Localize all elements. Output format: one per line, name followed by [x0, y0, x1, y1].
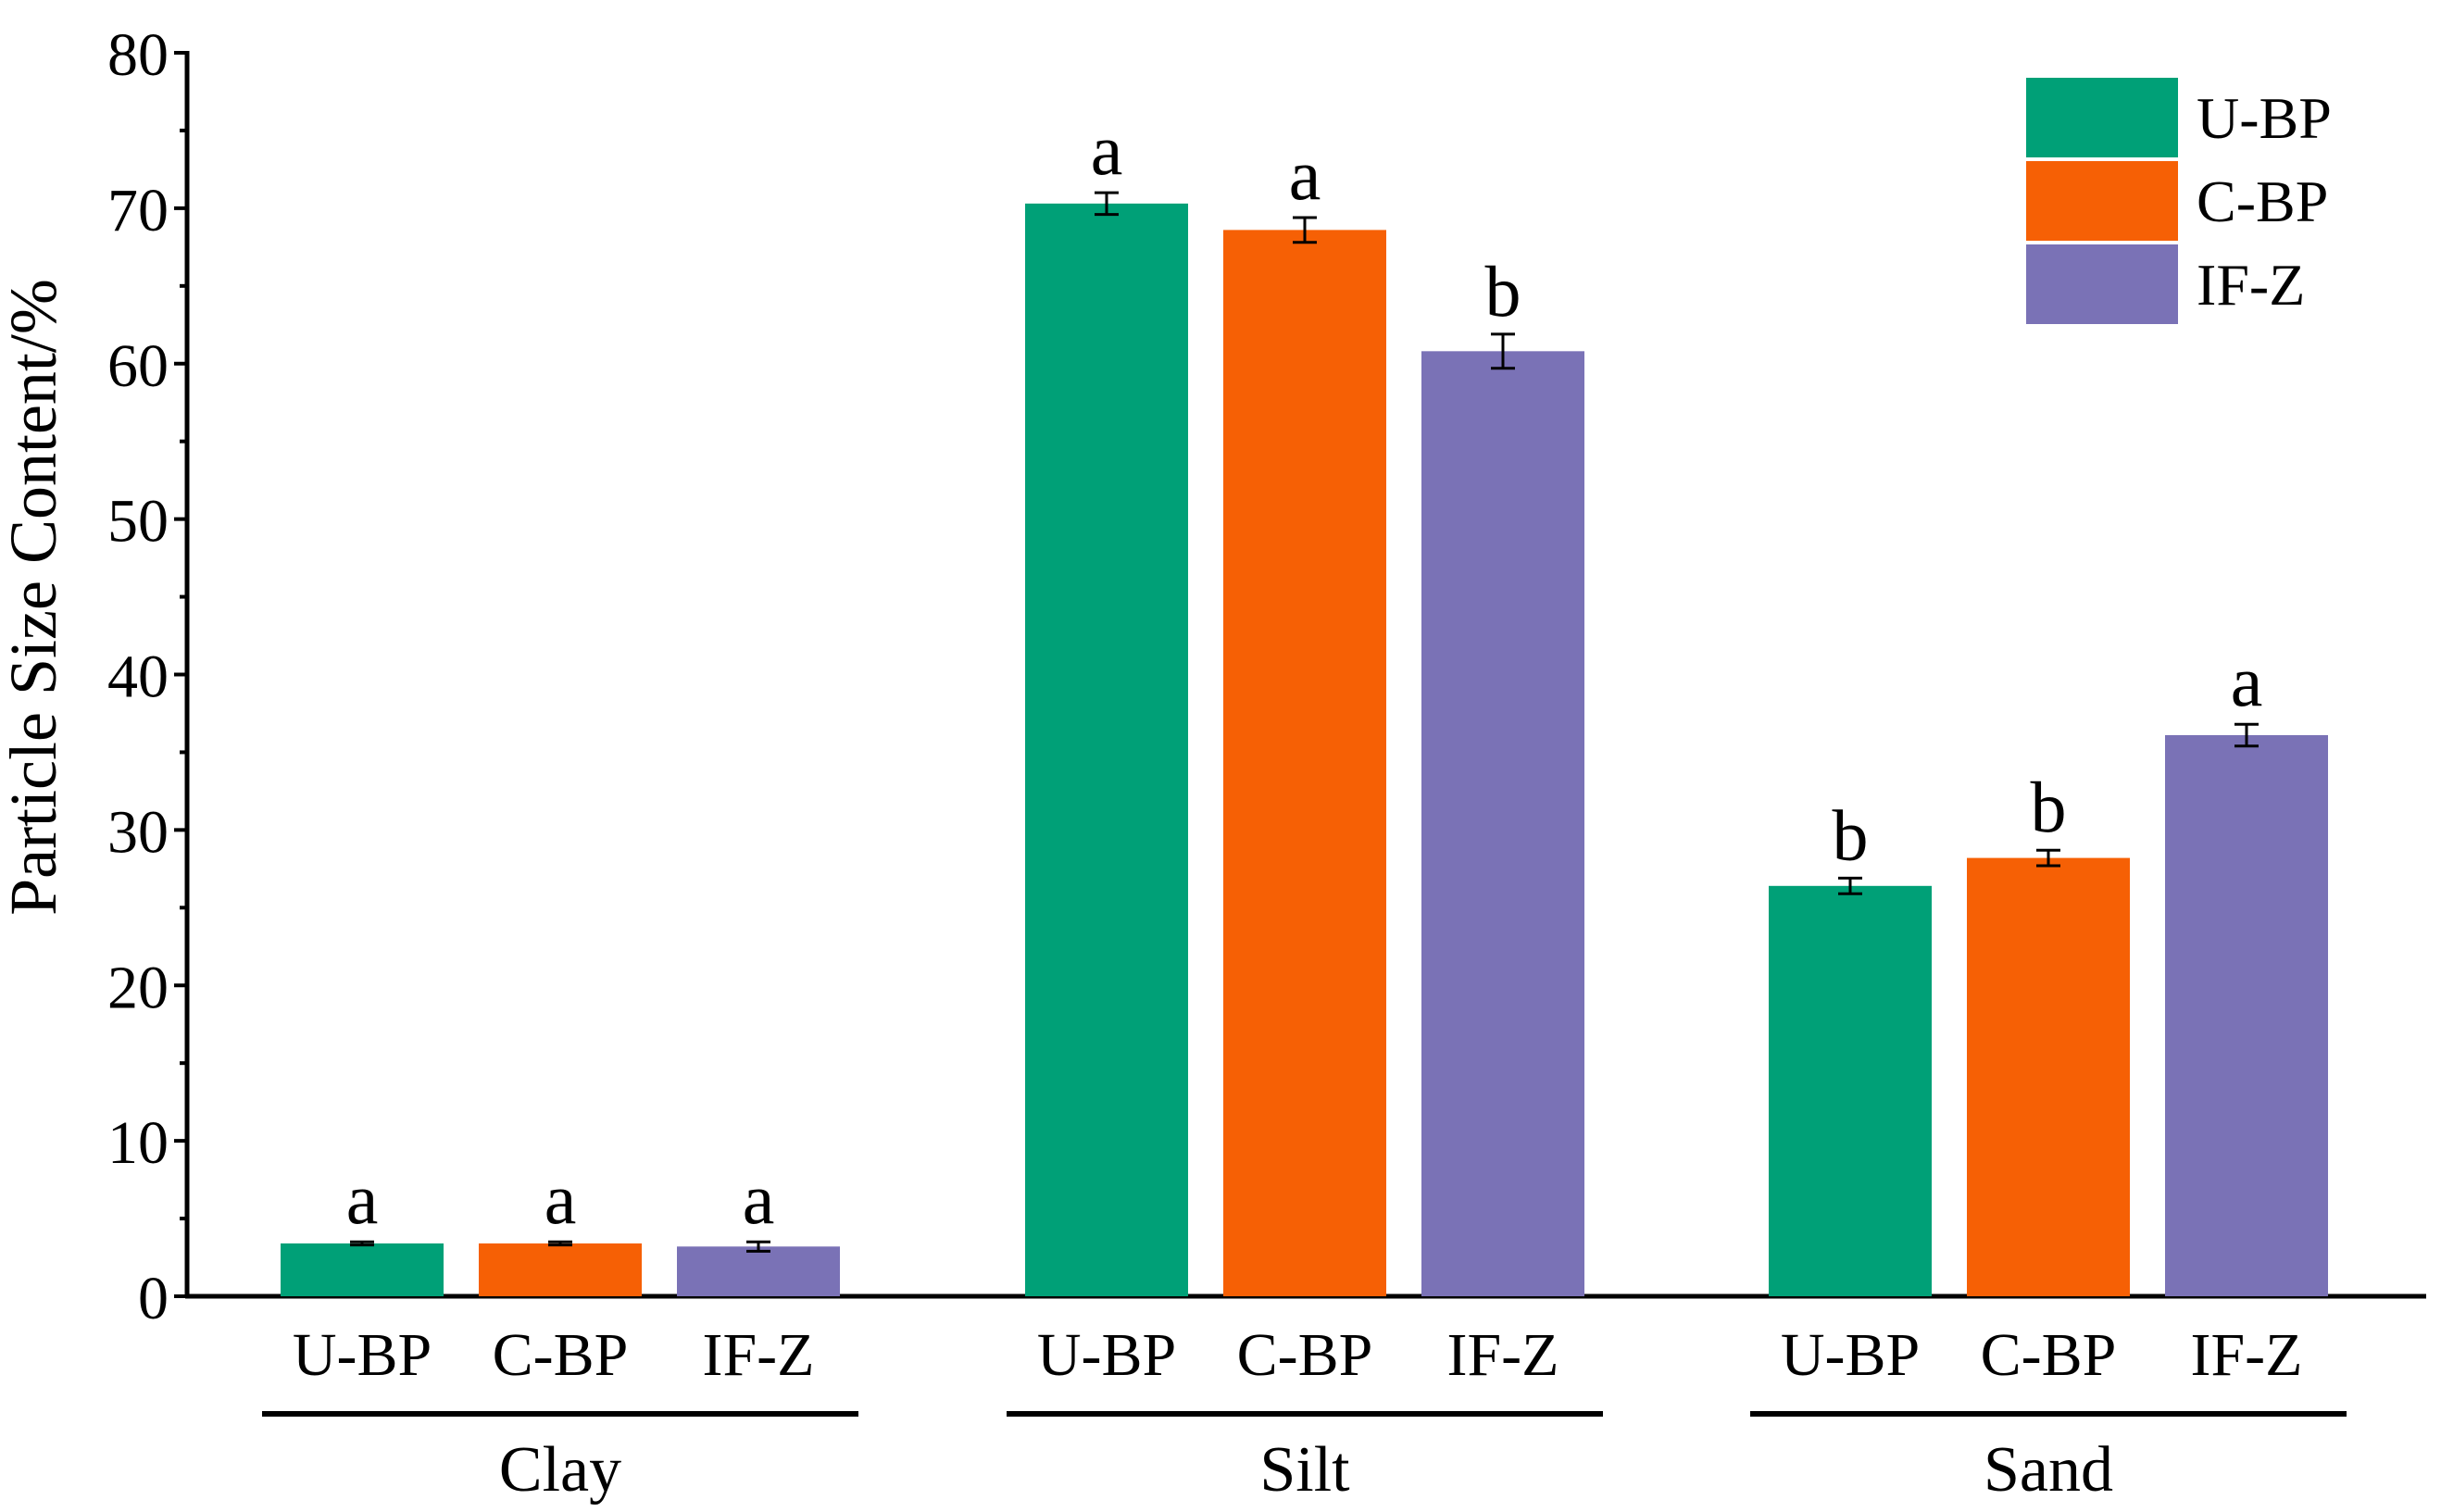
- significance-letter: b: [2031, 767, 2067, 847]
- significance-letter: a: [1091, 109, 1123, 190]
- bars: a a a a a b b b a: [281, 109, 2328, 1297]
- bar-clay-u-bp: [281, 1243, 444, 1296]
- bar-silt-if-z: [1421, 351, 1584, 1296]
- x-tick-label: IF-Z: [2191, 1321, 2303, 1389]
- group-label-silt: Silt: [1259, 1434, 1350, 1506]
- y-tick-label: 60: [107, 332, 169, 400]
- y-tick-label: 80: [107, 21, 169, 89]
- x-tick-label: C-BP: [1981, 1321, 2117, 1389]
- bar-sand-if-z: [2165, 734, 2328, 1296]
- legend: U-BP C-BP IF-Z: [2026, 78, 2332, 324]
- y-tick-label: 20: [107, 954, 169, 1021]
- x-tick-label: U-BP: [1781, 1321, 1920, 1389]
- x-tick-label: U-BP: [1037, 1321, 1176, 1389]
- bar-clay-if-z: [677, 1246, 840, 1296]
- x-tick-label: C-BP: [1237, 1321, 1373, 1389]
- significance-letter: a: [2231, 641, 2263, 721]
- y-tick-label: 70: [107, 177, 169, 244]
- bar-sand-c-bp: [1967, 857, 2130, 1296]
- y-tick-label: 0: [138, 1265, 169, 1332]
- significance-letter: a: [743, 1158, 775, 1239]
- legend-label: U-BP: [2197, 85, 2332, 151]
- legend-label: IF-Z: [2197, 252, 2305, 318]
- significance-letter: b: [1833, 794, 1869, 875]
- y-tick-label: 40: [107, 644, 169, 711]
- bar-clay-c-bp: [479, 1243, 642, 1296]
- group-label-clay: Clay: [499, 1434, 621, 1506]
- x-tick-label: U-BP: [293, 1321, 432, 1389]
- legend-swatch-c-bp: [2026, 161, 2178, 241]
- significance-letter: a: [545, 1158, 577, 1239]
- y-tick-label: 30: [107, 798, 169, 866]
- y-tick-label: 10: [107, 1109, 169, 1177]
- group-label-sand: Sand: [1984, 1434, 2113, 1506]
- legend-label: C-BP: [2197, 169, 2328, 234]
- significance-letter: a: [1289, 134, 1321, 215]
- x-tick-label: IF-Z: [703, 1321, 815, 1389]
- legend-swatch-if-z: [2026, 244, 2178, 324]
- x-tick-label: IF-Z: [1447, 1321, 1559, 1389]
- bar-sand-u-bp: [1769, 885, 1932, 1296]
- legend-swatch-u-bp: [2026, 78, 2178, 157]
- significance-letter: b: [1485, 251, 1521, 331]
- y-axis-title: Particle Size Content/%: [0, 279, 70, 916]
- bar-silt-u-bp: [1025, 203, 1188, 1296]
- y-tick-label: 50: [107, 488, 169, 556]
- x-tick-label: C-BP: [493, 1321, 629, 1389]
- significance-letter: a: [346, 1158, 379, 1239]
- bar-silt-c-bp: [1223, 230, 1386, 1297]
- x-axis-labels: U-BP C-BP IF-Z Clay U-BP C-BP IF-Z Silt U-BP C-BP…: [262, 1321, 2347, 1506]
